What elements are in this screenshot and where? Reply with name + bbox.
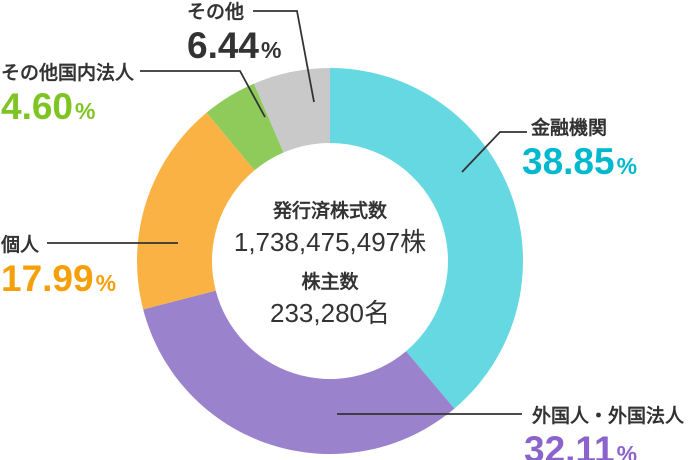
percent-value: 38.85 <box>522 140 615 182</box>
donut-segment-0 <box>330 68 523 409</box>
leader-line-financial-institutions <box>461 131 527 173</box>
callout-other-domestic-corporations: その他国内法人 4.60% <box>1 61 134 126</box>
issued-shares-label: 発行済株式数 <box>272 201 387 222</box>
segment-percent-financial-institutions: 38.85% <box>522 140 638 182</box>
segment-label-other-domestic-corporations: その他国内法人 <box>1 63 135 84</box>
segment-label-others: その他 <box>187 2 245 23</box>
donut-center-text: 発行済株式数 1,738,475,497株 株主数 233,280名 <box>210 200 450 331</box>
segment-percent-other-domestic-corporations: 4.60% <box>1 85 134 127</box>
segment-label-individuals: 個人 <box>1 235 40 256</box>
percent-value: 6.44 <box>187 24 260 66</box>
segment-percent-others: 6.44% <box>187 24 282 66</box>
percent-value: 4.60 <box>1 85 74 127</box>
segment-percent-individuals: 17.99% <box>1 257 117 299</box>
leader-line-other-domestic <box>140 70 266 118</box>
callout-others: その他 6.44% <box>187 0 281 65</box>
percent-sign: % <box>616 440 638 460</box>
donut-segment-2 <box>137 112 255 310</box>
leader-lines <box>47 10 527 415</box>
callout-foreign-shareholders: 外国人・外国法人 32.11% <box>524 404 684 460</box>
percent-value: 32.11 <box>524 428 615 460</box>
segment-label-foreign-shareholders: 外国人・外国法人 <box>532 406 685 427</box>
callout-financial-institutions: 金融機関 38.85% <box>522 116 637 181</box>
segment-percent-foreign-shareholders: 32.11% <box>524 428 684 460</box>
percent-sign: % <box>616 152 638 179</box>
donut-segment-3 <box>206 83 284 171</box>
percent-value: 17.99 <box>1 257 94 299</box>
segment-label-financial-institutions: 金融機関 <box>531 118 608 139</box>
percent-sign: % <box>95 269 117 296</box>
issued-shares-value: 1,738,475,497株 <box>233 226 427 257</box>
shareholders-count-label: 株主数 <box>301 272 359 294</box>
shareholders-count-value: 233,280名 <box>270 298 390 329</box>
percent-sign: % <box>261 36 282 63</box>
percent-sign: % <box>75 97 96 124</box>
callout-individuals: 個人 17.99% <box>1 233 116 298</box>
leader-line-others <box>253 10 315 103</box>
